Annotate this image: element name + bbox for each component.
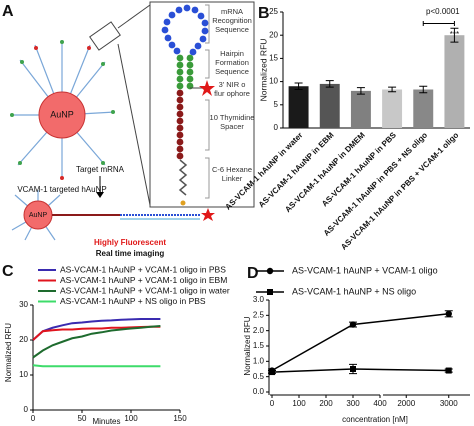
x-tick-label: 200 (319, 399, 333, 408)
data-point (445, 367, 452, 374)
x-axis-label: concentration [nM] (342, 415, 408, 424)
inset-label: Sequence (215, 67, 249, 76)
inset-label: Linker (222, 174, 243, 183)
bar (413, 89, 434, 128)
data-point (445, 310, 452, 317)
y-axis-label: Normalized RFU (243, 316, 252, 375)
panel-label: A (2, 3, 14, 20)
error-bar (356, 87, 365, 95)
inset-label: 10 Thymidine (210, 113, 255, 122)
bar (382, 89, 403, 128)
legend-marker (266, 267, 274, 275)
bar (444, 35, 465, 129)
y-tick-label: 0 (24, 405, 29, 414)
error-bar (294, 82, 303, 90)
x-tick-label: 100 (124, 414, 138, 423)
data-line (271, 368, 449, 373)
error-bar (388, 86, 397, 93)
y-tick-label: 15 (269, 54, 278, 63)
data-point (349, 321, 357, 328)
y-tick-label: 20 (269, 30, 278, 39)
note: Highly Fluorescent (94, 238, 166, 247)
x-axis-label: Minutes (92, 417, 120, 426)
y-tick-label: 0.0 (253, 387, 265, 396)
error-bar (450, 27, 459, 43)
data-line (32, 364, 161, 368)
inset-label: Formation (215, 58, 249, 67)
y-tick-label: 0 (274, 123, 279, 132)
x-tick-label: 2000 (397, 399, 415, 408)
y-tick-label: 1.0 (253, 356, 265, 365)
y-tick-label: 30 (19, 300, 28, 309)
y-tick-label: 5 (274, 100, 279, 109)
error-bar (325, 80, 334, 88)
y-axis-label: Normalized RFU (4, 323, 13, 382)
y-tick-label: 2.5 (253, 310, 265, 319)
y-tick-label: 3.0 (253, 295, 265, 304)
significance-bracket (422, 21, 455, 26)
y-tick-label: 25 (269, 7, 278, 16)
legend-label: AS-VCAM-1 hAuNP + VCAM-1 oligo in PBS (60, 264, 226, 274)
y-tick-label: 0.5 (253, 372, 265, 381)
x-tick-label: 0 (31, 414, 36, 423)
inset-label: Hairpin (220, 49, 244, 58)
y-tick-label: 10 (269, 77, 278, 86)
x-tick-label: 3000 (440, 399, 458, 408)
legend-label: AS-VCAM-1 hAuNP + NS oligo in PBS (60, 296, 206, 306)
annotation: *** (450, 30, 459, 39)
inset-label: flur ophore (214, 89, 250, 98)
caption: VCAM-1 targeted hAuNP (17, 185, 106, 194)
panel-a-art (10, 1, 255, 241)
note: Real time imaging (96, 249, 165, 258)
inset-label: mRNA (221, 7, 243, 16)
legend-label: AS-VCAM-1 hAuNP + VCAM-1 oligo in EBM (60, 275, 227, 285)
inset-label: 3' NIR o (219, 80, 246, 89)
panel-label: B (258, 5, 270, 22)
inset-label: Sequence (215, 25, 249, 34)
legend-marker (267, 289, 273, 295)
data-point (350, 366, 356, 372)
data-line (32, 318, 161, 341)
legend-label: AS-VCAM-1 hAuNP + VCAM-1 oligo in water (60, 285, 230, 295)
x-tick-label: 0 (270, 399, 275, 408)
y-tick-label: 10 (19, 370, 28, 379)
particle-label: AuNP (29, 212, 48, 219)
x-tick-label: 50 (78, 414, 87, 423)
data-line (271, 313, 449, 372)
data-line (32, 325, 161, 359)
x-tick-label: 100 (292, 399, 306, 408)
annotation: p<0.0001 (426, 7, 460, 16)
bar (288, 86, 309, 128)
panel-label: C (2, 263, 14, 280)
x-tick-label: 150 (173, 414, 187, 423)
data-point (269, 369, 275, 376)
y-axis-label: Normalized RFU (258, 39, 268, 102)
inset-label: Spacer (220, 122, 244, 131)
inset-label: C-6 Hexane (212, 165, 252, 174)
x-tick-label: 300 (346, 399, 360, 408)
legend-label: AS-VCAM-1 hAuNP + NS oligo (292, 286, 416, 296)
panel-label: D (247, 265, 259, 282)
inset-label: Recognition (212, 16, 252, 25)
error-bar (419, 85, 428, 94)
y-tick-label: 20 (19, 335, 28, 344)
bar (319, 83, 340, 128)
particle-label: AuNP (50, 109, 74, 119)
y-tick-label: 1.5 (253, 341, 265, 350)
legend-label: AS-VCAM-1 hAuNP + VCAM-1 oligo (292, 265, 438, 275)
x-tick-label: AS-VCAM-1 hAuNP in PBS + VCAM-1 oligo (339, 130, 460, 251)
y-tick-label: 2.0 (253, 326, 265, 335)
x-tick-label: 400 (373, 399, 387, 408)
target-label: Target mRNA (76, 165, 125, 174)
bar (350, 90, 371, 128)
aunp (38, 91, 86, 139)
